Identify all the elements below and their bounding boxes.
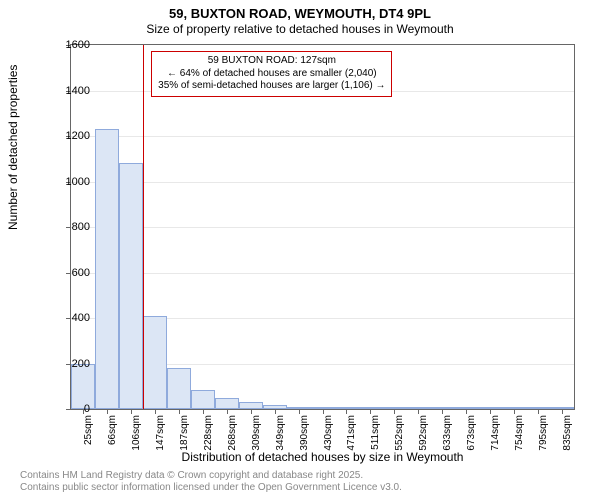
x-tick-mark	[179, 409, 180, 414]
x-tick-label: 25sqm	[83, 415, 94, 455]
x-tick-label: 349sqm	[275, 415, 286, 455]
x-tick-label: 309sqm	[251, 415, 262, 455]
callout-box: 59 BUXTON ROAD: 127sqm← 64% of detached …	[151, 51, 392, 97]
x-tick-mark	[394, 409, 395, 414]
x-tick-mark	[490, 409, 491, 414]
x-tick-label: 187sqm	[179, 415, 190, 455]
x-tick-label: 471sqm	[346, 415, 357, 455]
y-tick-label: 1400	[50, 85, 90, 97]
histogram-bar	[95, 129, 119, 409]
x-tick-label: 754sqm	[514, 415, 525, 455]
chart-subtitle: Size of property relative to detached ho…	[0, 21, 600, 36]
x-tick-label: 633sqm	[442, 415, 453, 455]
y-tick-label: 800	[50, 221, 90, 233]
x-tick-mark	[514, 409, 515, 414]
footer-text: Contains HM Land Registry data © Crown c…	[20, 470, 402, 494]
chart-title: 59, BUXTON ROAD, WEYMOUTH, DT4 9PL	[0, 0, 600, 21]
callout-line: ← 64% of detached houses are smaller (2,…	[158, 68, 385, 81]
x-tick-mark	[418, 409, 419, 414]
x-tick-mark	[346, 409, 347, 414]
callout-line: 59 BUXTON ROAD: 127sqm	[158, 55, 385, 68]
histogram-bar	[167, 368, 191, 409]
x-tick-mark	[442, 409, 443, 414]
histogram-bar	[215, 398, 239, 409]
x-tick-label: 592sqm	[418, 415, 429, 455]
x-tick-mark	[131, 409, 132, 414]
x-tick-mark	[107, 409, 108, 414]
x-tick-label: 511sqm	[370, 415, 381, 455]
y-tick-label: 1600	[50, 39, 90, 51]
x-tick-mark	[155, 409, 156, 414]
x-tick-mark	[203, 409, 204, 414]
gridline	[71, 227, 574, 228]
plot-area: 59 BUXTON ROAD: 127sqm← 64% of detached …	[70, 44, 575, 410]
chart-container: 59, BUXTON ROAD, WEYMOUTH, DT4 9PL Size …	[0, 0, 600, 500]
gridline	[71, 273, 574, 274]
x-tick-label: 106sqm	[131, 415, 142, 455]
y-tick-label: 200	[50, 358, 90, 370]
y-tick-label: 0	[50, 403, 90, 415]
histogram-bar	[191, 390, 215, 409]
gridline	[71, 182, 574, 183]
x-tick-label: 66sqm	[107, 415, 118, 455]
footer-line-1: Contains HM Land Registry data © Crown c…	[20, 470, 402, 482]
x-tick-mark	[323, 409, 324, 414]
y-axis-label: Number of detached properties	[6, 65, 20, 230]
x-tick-mark	[466, 409, 467, 414]
histogram-bar	[239, 402, 263, 409]
y-tick-label: 1000	[50, 176, 90, 188]
x-tick-label: 835sqm	[562, 415, 573, 455]
x-tick-label: 390sqm	[299, 415, 310, 455]
callout-line: 35% of semi-detached houses are larger (…	[158, 80, 385, 93]
x-tick-label: 228sqm	[203, 415, 214, 455]
x-tick-mark	[251, 409, 252, 414]
x-axis-label: Distribution of detached houses by size …	[70, 450, 575, 464]
x-tick-label: 268sqm	[227, 415, 238, 455]
y-tick-label: 600	[50, 267, 90, 279]
x-tick-mark	[538, 409, 539, 414]
x-tick-label: 673sqm	[466, 415, 477, 455]
histogram-bar	[143, 316, 167, 409]
x-tick-mark	[275, 409, 276, 414]
x-tick-label: 552sqm	[394, 415, 405, 455]
footer-line-2: Contains public sector information licen…	[20, 482, 402, 494]
x-tick-mark	[227, 409, 228, 414]
x-tick-mark	[299, 409, 300, 414]
marker-line	[143, 45, 144, 409]
x-tick-mark	[562, 409, 563, 414]
x-tick-label: 795sqm	[538, 415, 549, 455]
y-tick-label: 400	[50, 312, 90, 324]
y-tick-label: 1200	[50, 130, 90, 142]
gridline	[71, 136, 574, 137]
x-tick-label: 147sqm	[155, 415, 166, 455]
histogram-bar	[119, 163, 143, 409]
x-tick-label: 714sqm	[490, 415, 501, 455]
x-tick-mark	[370, 409, 371, 414]
x-tick-label: 430sqm	[323, 415, 334, 455]
